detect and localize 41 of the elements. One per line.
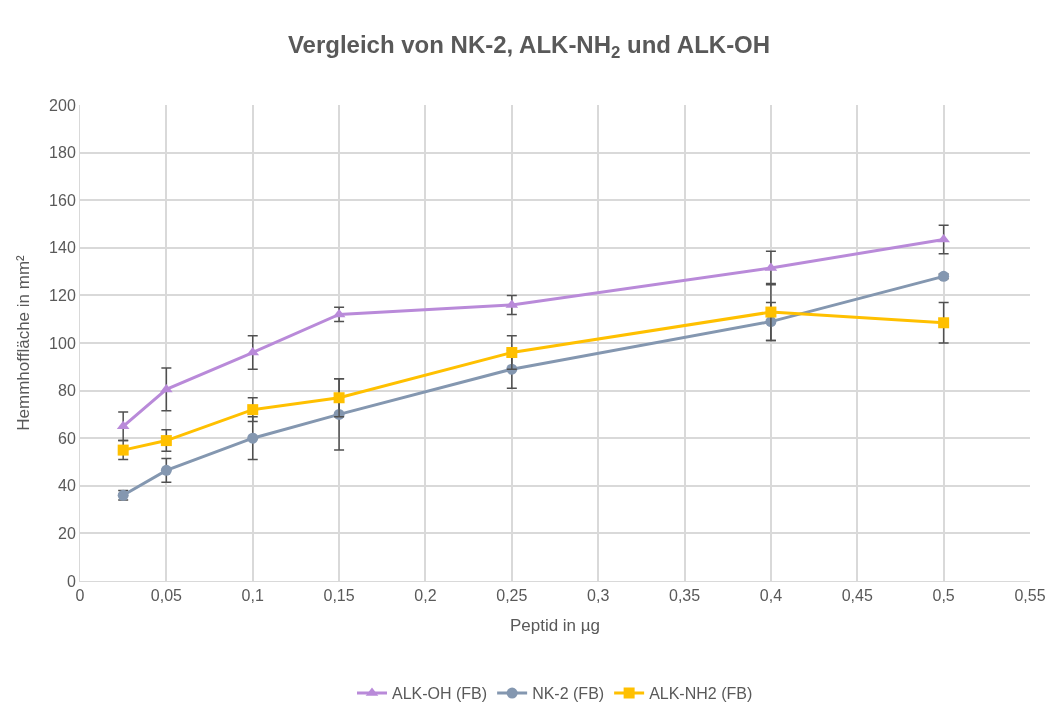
point bbox=[938, 317, 950, 329]
legend-label: NK-2 (FB) bbox=[532, 685, 605, 703]
y-tick-label: 80 bbox=[58, 382, 76, 400]
x-tick-label: 0,1 bbox=[241, 587, 264, 605]
point bbox=[117, 444, 129, 456]
point bbox=[160, 383, 173, 393]
x-tick-label: 0,55 bbox=[1014, 587, 1046, 605]
y-tick-label: 0 bbox=[66, 572, 76, 590]
x-tick-label: 0,2 bbox=[414, 587, 437, 605]
point bbox=[332, 308, 346, 318]
chart-title: Vergleich von NK-2, ALK-NH$_{2}$ und ALK-OH bbox=[287, 30, 771, 62]
point bbox=[506, 347, 518, 359]
x-tick-label: 0,35 bbox=[668, 587, 701, 605]
point bbox=[160, 464, 172, 476]
point bbox=[160, 435, 172, 447]
point bbox=[247, 432, 259, 444]
x-tick-label: 0,15 bbox=[323, 587, 355, 605]
point bbox=[765, 306, 777, 318]
x-tick-label: 0,4 bbox=[759, 587, 783, 605]
point bbox=[247, 404, 259, 416]
y-tick-label: 200 bbox=[49, 96, 76, 114]
point bbox=[333, 392, 345, 404]
x-axis-title: Peptid in µg bbox=[509, 615, 601, 635]
point bbox=[937, 233, 950, 243]
y-tick-label: 20 bbox=[58, 525, 76, 542]
x-tick-label: 0,45 bbox=[841, 587, 873, 605]
x-tick-label: 0,25 bbox=[496, 587, 528, 605]
legend-label: ALK-OH (FB) bbox=[392, 685, 488, 703]
y-tick-label: 160 bbox=[49, 191, 76, 209]
x-tick-label: 0,05 bbox=[150, 587, 183, 605]
y-tick-label: 40 bbox=[58, 477, 76, 495]
x-tick-label: 0,3 bbox=[587, 587, 610, 605]
legend-label: ALK-NH2 (FB) bbox=[649, 685, 753, 703]
y-tick-label: 140 bbox=[49, 239, 76, 257]
y-tick-label: 120 bbox=[49, 287, 76, 304]
x-tick-label: 0,5 bbox=[932, 587, 955, 605]
y-tick-label: 60 bbox=[58, 429, 76, 447]
y-tick-label: 100 bbox=[49, 334, 76, 352]
y-tick-label: 180 bbox=[49, 144, 76, 162]
y-axis-title: Hemmhoffläche in mm² bbox=[13, 254, 33, 431]
point bbox=[116, 420, 130, 430]
